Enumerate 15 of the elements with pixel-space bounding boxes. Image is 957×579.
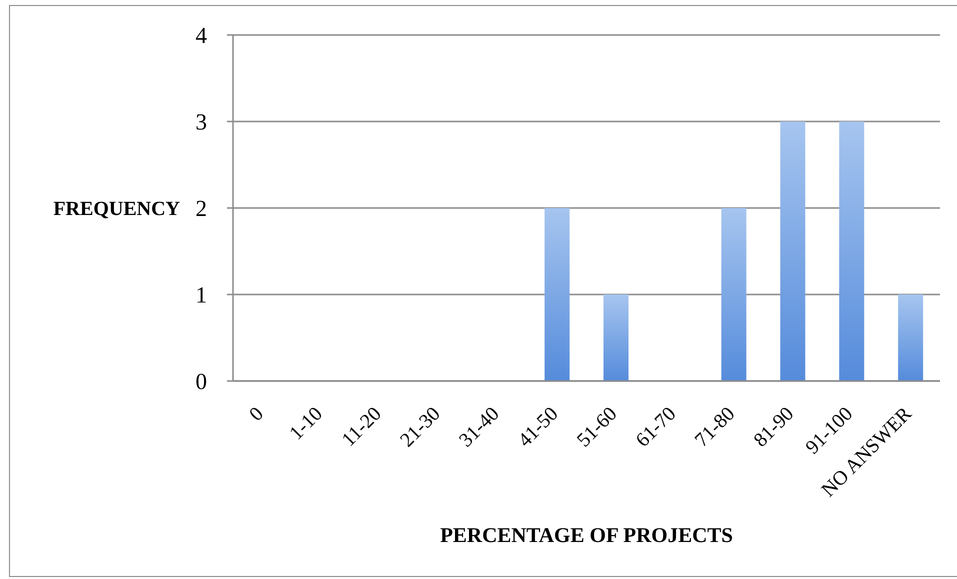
bar	[898, 294, 924, 381]
y-axis-title: FREQUENCY	[53, 198, 181, 220]
x-axis-title: PERCENTAGE OF PROJECTS	[440, 523, 733, 547]
y-tick-label: 1	[196, 282, 207, 308]
y-tick-label: 0	[196, 369, 207, 394]
bar	[780, 122, 806, 381]
y-tick-label: 4	[196, 23, 208, 48]
bar	[544, 208, 570, 381]
x-tick-label: 0	[245, 402, 268, 426]
x-tick-label: 1-10	[285, 402, 327, 444]
y-tick-label: 2	[196, 196, 207, 222]
bar	[604, 294, 628, 381]
bar	[721, 208, 746, 381]
bar	[839, 122, 864, 381]
y-tick-label: 3	[196, 110, 207, 135]
